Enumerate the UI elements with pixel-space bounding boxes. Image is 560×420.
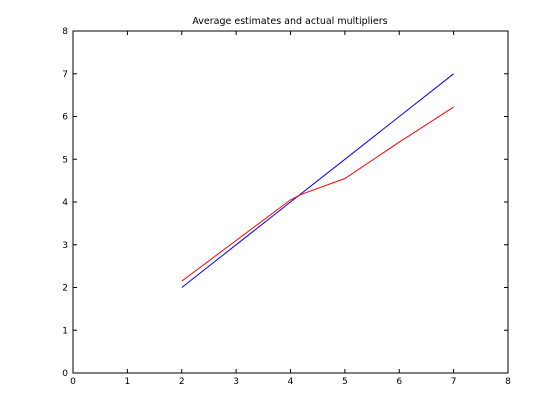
y-tick-label: 7: [62, 70, 68, 80]
y-tick-label: 4: [62, 198, 68, 208]
x-tick-label: 4: [288, 377, 294, 387]
y-tick-label: 8: [62, 27, 68, 37]
plot-frame: [72, 30, 509, 374]
chart-title: Average estimates and actual multipliers: [192, 16, 387, 27]
axes-layer: 0 1 2 3 4 5 6 7 8 0 1 2 3 4 5 6 7 8: [62, 27, 511, 387]
series-line-1: [181, 106, 454, 282]
series-layer: [181, 73, 454, 288]
y-tick-label: 1: [62, 326, 68, 336]
x-tick-label: 6: [396, 377, 402, 387]
series-line-0: [181, 73, 454, 288]
x-tick-label: 5: [342, 377, 348, 387]
x-tick-label: 3: [233, 377, 239, 387]
x-tick-label: 0: [70, 377, 76, 387]
y-tick-label: 5: [62, 155, 68, 165]
x-tick-label: 8: [505, 377, 511, 387]
y-tick-label: 3: [62, 241, 68, 251]
y-tick-label: 0: [62, 369, 68, 379]
y-tick-label: 6: [62, 113, 68, 123]
x-tick-label: 2: [179, 377, 185, 387]
x-tick-label: 7: [451, 377, 457, 387]
x-tick-label: 1: [125, 377, 131, 387]
y-tick-label: 2: [62, 284, 68, 294]
